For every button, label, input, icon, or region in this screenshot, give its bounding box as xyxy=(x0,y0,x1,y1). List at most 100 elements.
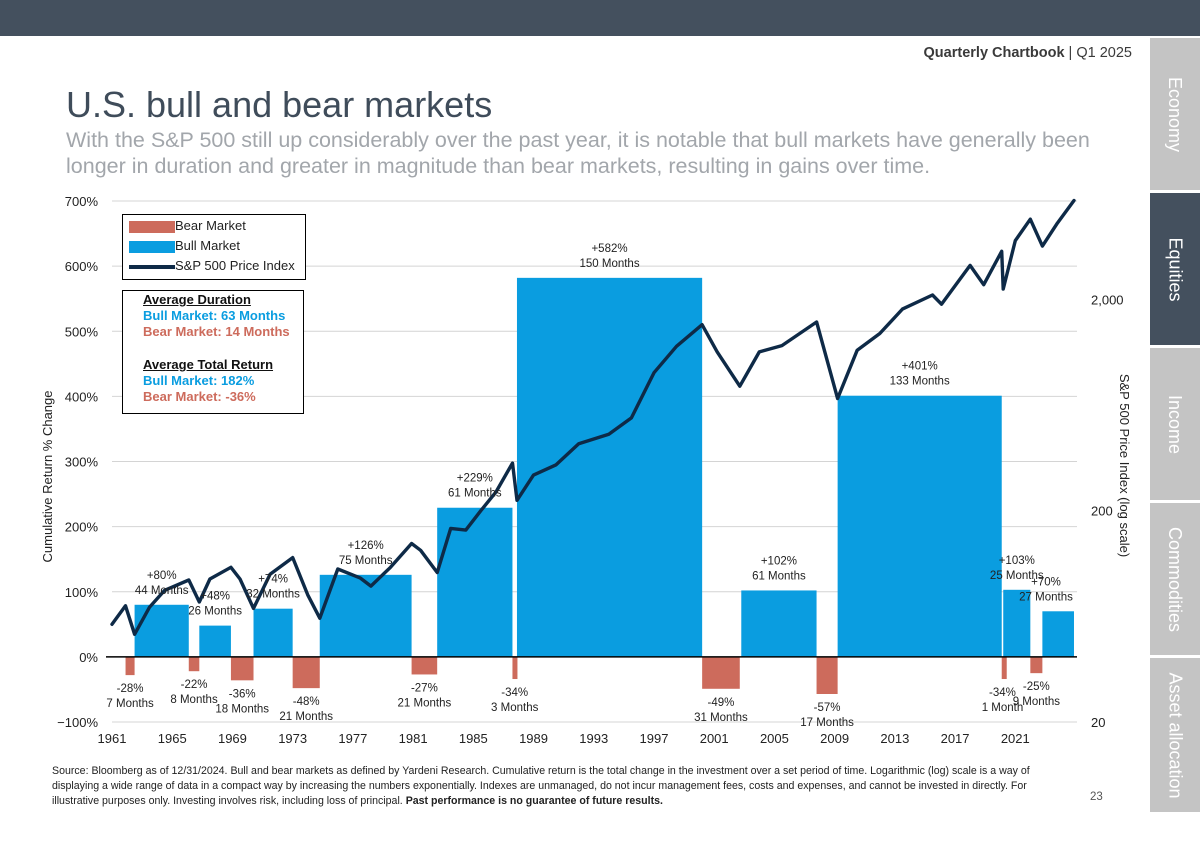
bull-duration: Bull Market: 63 Months xyxy=(143,308,286,323)
tab-asset-allocation[interactable]: Asset allocation xyxy=(1150,658,1200,812)
page-subtitle: With the S&P 500 still up considerably o… xyxy=(66,128,1090,178)
x-tick-label: 1989 xyxy=(519,731,548,746)
tab-economy-label: Economy xyxy=(1165,76,1186,152)
bear-bar-label: -34% xyxy=(501,687,528,699)
header-separator: | xyxy=(1064,45,1077,61)
x-tick-label: 1973 xyxy=(278,731,307,746)
bull-bar-label: +126% xyxy=(348,540,384,552)
bull-bar-label: 133 Months xyxy=(890,376,950,388)
return-title: Average Total Return xyxy=(143,357,274,372)
y-tick-label: 300% xyxy=(65,455,99,470)
y2-tick-label: 2,000 xyxy=(1091,292,1124,307)
chart-line xyxy=(110,198,1076,636)
x-tick-label: 2005 xyxy=(760,731,789,746)
bear-bar xyxy=(230,656,254,681)
page-title: U.S. bull and bear markets xyxy=(66,84,493,125)
bull-bar xyxy=(516,277,703,657)
bear-bar-label: 7 Months xyxy=(106,698,154,710)
y-tick-label: −100% xyxy=(57,715,98,730)
bear-bar xyxy=(1030,656,1043,674)
section-sidebar: Economy Equities Income Commodities Asse… xyxy=(1150,38,1200,812)
y2-tick-label: 20 xyxy=(1091,715,1105,730)
bear-bar-label: 1 Month xyxy=(982,702,1024,714)
bear-bar xyxy=(188,656,200,672)
bear-bar xyxy=(292,656,320,689)
bear-bar xyxy=(702,656,740,689)
footnote-disclaimer: Past performance is no guarantee of futu… xyxy=(405,795,663,807)
bull-bar-label: +401% xyxy=(902,361,938,373)
chartbook-period: Q1 2025 xyxy=(1076,45,1132,61)
x-tick-label: 2001 xyxy=(700,731,729,746)
bull-bar-label: 27 Months xyxy=(1019,591,1073,603)
y2-axis-title: S&P 500 Price Index (log scale) xyxy=(1117,374,1132,557)
legend-index-label: S&P 500 Price Index xyxy=(175,258,295,273)
duration-title: Average Duration xyxy=(143,292,251,307)
bear-bar-label: -28% xyxy=(117,683,144,695)
bear-bar-label: -36% xyxy=(229,688,256,700)
bull-bar xyxy=(253,608,293,657)
bear-bar-label: 18 Months xyxy=(215,703,269,715)
x-tick-label: 2013 xyxy=(880,731,909,746)
bull-bar-label: 61 Months xyxy=(752,570,806,582)
bull-bar xyxy=(1003,589,1031,657)
bull-bar-label: +103% xyxy=(999,555,1035,567)
y-tick-label: 700% xyxy=(65,194,99,209)
bull-bar xyxy=(837,395,1002,657)
bear-bar-label: 21 Months xyxy=(398,697,452,709)
bear-bar-label: -27% xyxy=(411,682,438,694)
averages-box: Average Duration Bull Market: 63 Months … xyxy=(122,290,304,414)
x-tick-label: 2017 xyxy=(941,731,970,746)
chart-bars xyxy=(125,277,1074,694)
x-tick-label: 1993 xyxy=(579,731,608,746)
bull-bar-label: +80% xyxy=(147,570,177,582)
x-tick-label: 2009 xyxy=(820,731,849,746)
bear-bar xyxy=(1001,656,1007,680)
tab-commodities[interactable]: Commodities xyxy=(1150,503,1200,655)
y2-tick-label: 200 xyxy=(1091,504,1113,519)
x-tick-label: 1977 xyxy=(338,731,367,746)
bear-bar-label: 21 Months xyxy=(279,711,333,723)
bull-bar-label: 150 Months xyxy=(579,258,639,270)
bear-bar xyxy=(512,656,518,680)
bull-bar-label: +70% xyxy=(1031,576,1061,588)
x-tick-label: 1969 xyxy=(218,731,247,746)
bear-return: Bear Market: -36% xyxy=(143,389,256,404)
chartbook-header: Quarterly Chartbook | Q1 2025 xyxy=(924,45,1132,61)
bull-return: Bull Market: 182% xyxy=(143,373,255,388)
top-bar xyxy=(0,0,1200,36)
legend-bull-label: Bull Market xyxy=(175,238,241,253)
x-tick-label: 1981 xyxy=(399,731,428,746)
x-tick-label: 2021 xyxy=(1001,731,1030,746)
bear-bar-label: -25% xyxy=(1023,681,1050,693)
bull-bar-label: +48% xyxy=(200,591,230,603)
y-tick-label: 400% xyxy=(65,389,99,404)
tab-commodities-label: Commodities xyxy=(1165,526,1186,632)
bear-bar xyxy=(125,656,135,676)
x-tick-label: 1961 xyxy=(98,731,127,746)
bull-bar xyxy=(199,625,231,657)
x-tick-label: 1997 xyxy=(640,731,669,746)
tab-income-label: Income xyxy=(1165,394,1186,454)
bear-bar xyxy=(411,656,438,675)
y-tick-label: 200% xyxy=(65,520,99,535)
tab-equities[interactable]: Equities xyxy=(1150,193,1200,345)
bear-bar-label: -48% xyxy=(293,696,320,708)
bear-duration: Bear Market: 14 Months xyxy=(143,324,290,339)
tab-economy[interactable]: Economy xyxy=(1150,38,1200,190)
bear-bar-label: 3 Months xyxy=(491,702,539,714)
y-tick-label: 500% xyxy=(65,324,99,339)
source-footnote: Source: Bloomberg as of 12/31/2024. Bull… xyxy=(52,764,1047,809)
chart-bar-labels: -28% 7 Months +80% 44 Months -22% 8 Months +48… xyxy=(106,243,1073,729)
tab-equities-label: Equities xyxy=(1165,236,1186,302)
legend-bear-label: Bear Market xyxy=(175,218,246,233)
y-tick-label: 100% xyxy=(65,585,99,600)
bull-bar xyxy=(741,590,817,657)
bear-bar-label: 31 Months xyxy=(694,712,748,724)
page-number: 23 xyxy=(1090,791,1103,803)
bear-bar-label: -22% xyxy=(181,679,208,691)
chart-legend: Bear Market Bull Market S&P 500 Price In… xyxy=(122,214,306,280)
tab-income[interactable]: Income xyxy=(1150,348,1200,500)
bull-bar-label: 26 Months xyxy=(188,606,242,618)
chart-axes: −100% 0% 100% 200% 300% 400% 500% 600% 700% 1961 1… xyxy=(40,194,1132,746)
x-tick-label: 1965 xyxy=(158,731,187,746)
